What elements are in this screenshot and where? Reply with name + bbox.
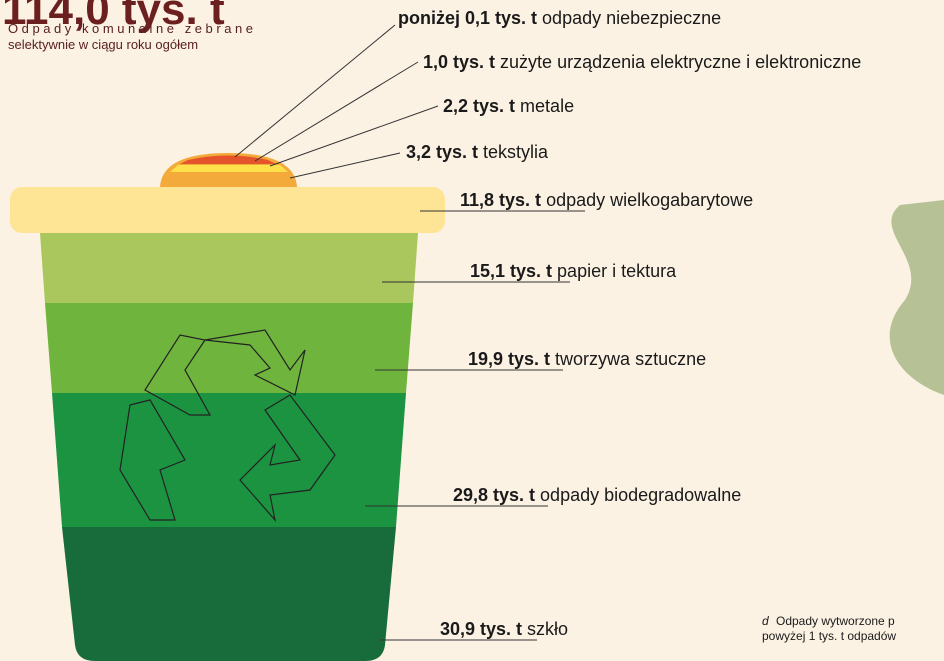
category: papier i tektura [557,261,677,281]
category: tworzywa sztuczne [555,349,706,369]
amount: 1,0 tys. t [423,52,495,72]
amount: 19,9 tys. t [468,349,550,369]
category: tekstylia [483,142,549,162]
amount: 11,8 tys. t [460,190,541,210]
footnote: Odpady wytworzone p [776,614,895,628]
category: szkło [527,619,568,639]
infographic: 114,0 tys. t Odpady komunalne zebrane se… [0,0,944,661]
amount: 29,8 tys. t [453,485,535,505]
subtitle: Odpady komunalne zebrane [8,21,253,36]
amount: 3,2 tys. t [406,142,478,162]
category: odpady niebezpieczne [542,8,721,28]
subtitle: selektywnie w ciągu roku ogółem [8,37,198,52]
category: metale [520,96,574,116]
amount: poniżej 0,1 tys. t [398,8,537,28]
footnote-mark: d [762,614,769,628]
bin [10,153,445,661]
category: zużyte urządzenia elektryczne i elektron… [500,52,861,72]
amount: 30,9 tys. t [440,619,522,639]
blob [890,200,944,395]
category: odpady biodegradowalne [540,485,741,505]
category: odpady wielkogabarytowe [546,190,753,210]
footnote: powyżej 1 tys. t odpadów [762,629,896,643]
amount: 15,1 tys. t [470,261,552,281]
amount: 2,2 tys. t [443,96,515,116]
